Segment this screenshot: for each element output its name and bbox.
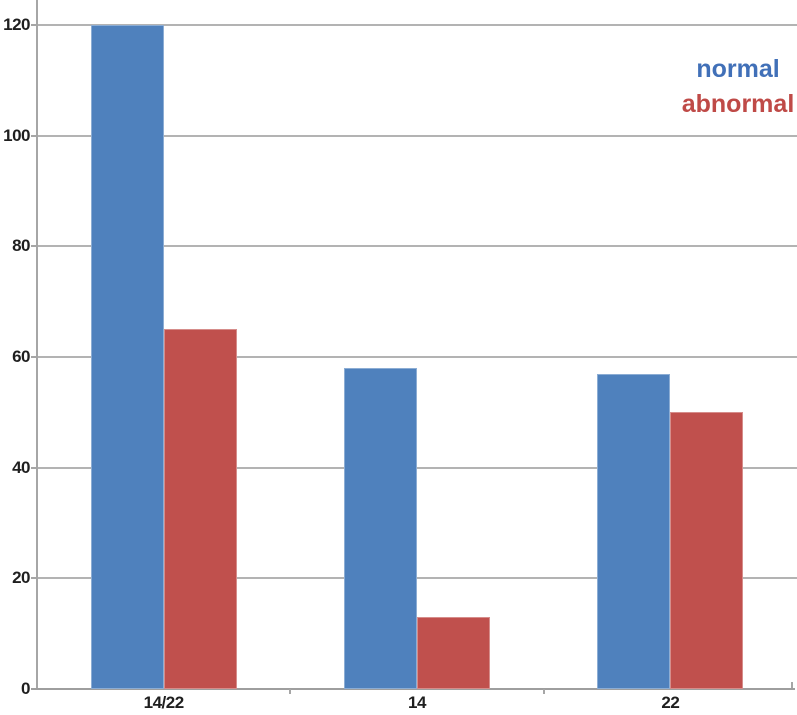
bar-normal-14/22: [90, 25, 164, 689]
y-tick-80: [31, 245, 37, 248]
x-tick-label-22: 22: [661, 693, 680, 712]
chart-legend: normal abnormal: [657, 52, 797, 122]
y-tick-100: [31, 134, 37, 137]
y-tick-40: [31, 466, 37, 469]
x-axis-tick-2: [542, 689, 545, 694]
y-tick-60: [31, 356, 37, 358]
y-tick-label-0: 0: [21, 679, 30, 698]
gridline-60: [37, 356, 797, 358]
x-tick-label-14/22: 14/22: [143, 693, 185, 712]
bar-normal-22: [597, 373, 671, 689]
y-tick-label-60: 60: [12, 347, 30, 366]
bar-abnormal-14: [417, 617, 490, 689]
y-tick-120: [31, 24, 37, 26]
y-axis-line: [36, 0, 38, 689]
gridline-120: [37, 24, 797, 26]
gridline-80: [37, 245, 797, 248]
y-tick-label-80: 80: [12, 236, 30, 256]
gridline-100: [37, 134, 797, 137]
y-tick-label-20: 20: [12, 568, 30, 588]
x-tick-label-14: 14: [408, 693, 426, 712]
x-axis-end-tick: [791, 682, 793, 688]
bar-normal-14: [344, 368, 417, 689]
y-tick-20: [31, 577, 37, 580]
bar-abnormal-22: [670, 412, 744, 689]
legend-item-abnormal: abnormal: [681, 90, 795, 118]
x-axis-line: [31, 688, 795, 690]
gridline-40: [37, 466, 797, 469]
legend-item-normal: normal: [696, 55, 780, 83]
x-axis-tick-1: [289, 689, 292, 694]
y-tick-label-120: 120: [3, 15, 30, 34]
y-tick-label-100: 100: [3, 125, 30, 145]
gridline-20: [37, 577, 797, 580]
bar-abnormal-14/22: [163, 329, 237, 689]
y-tick-label-40: 40: [12, 457, 30, 477]
